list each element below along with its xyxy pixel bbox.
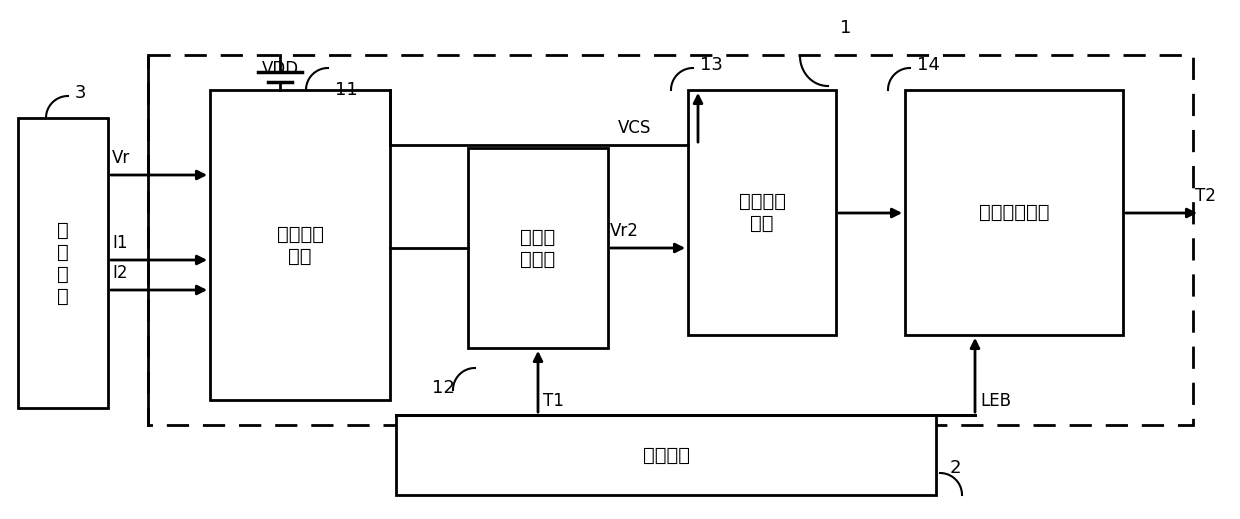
- Text: 控制单元: 控制单元: [642, 445, 689, 465]
- Text: 基
准
单
元: 基 准 单 元: [57, 221, 69, 306]
- Bar: [905, 90, 1123, 335]
- Bar: [467, 148, 608, 348]
- Text: 前沿消隐单元: 前沿消隐单元: [978, 203, 1049, 222]
- Bar: [148, 55, 1193, 425]
- Bar: [688, 90, 836, 335]
- Text: 3: 3: [74, 84, 87, 102]
- Text: 14: 14: [918, 56, 940, 74]
- Text: LEB: LEB: [980, 392, 1011, 410]
- Bar: [19, 118, 108, 408]
- Text: T2: T2: [1195, 187, 1216, 205]
- Text: 电平转移
单元: 电平转移 单元: [277, 225, 324, 266]
- Text: I2: I2: [112, 264, 128, 282]
- Text: 2: 2: [950, 459, 961, 477]
- Text: 11: 11: [335, 81, 358, 99]
- Text: 1: 1: [839, 19, 852, 37]
- Text: Vr: Vr: [112, 149, 130, 167]
- Bar: [396, 415, 936, 495]
- Text: 阈值稳
压单元: 阈值稳 压单元: [521, 227, 556, 268]
- Bar: [210, 90, 391, 400]
- Text: 12: 12: [432, 379, 455, 397]
- Text: VCS: VCS: [618, 119, 651, 137]
- Text: 电流检测
单元: 电流检测 单元: [739, 192, 785, 233]
- Text: I1: I1: [112, 234, 128, 252]
- Text: VDD: VDD: [262, 60, 299, 78]
- Text: Vr2: Vr2: [610, 222, 639, 240]
- Text: T1: T1: [543, 392, 564, 410]
- Text: 13: 13: [701, 56, 723, 74]
